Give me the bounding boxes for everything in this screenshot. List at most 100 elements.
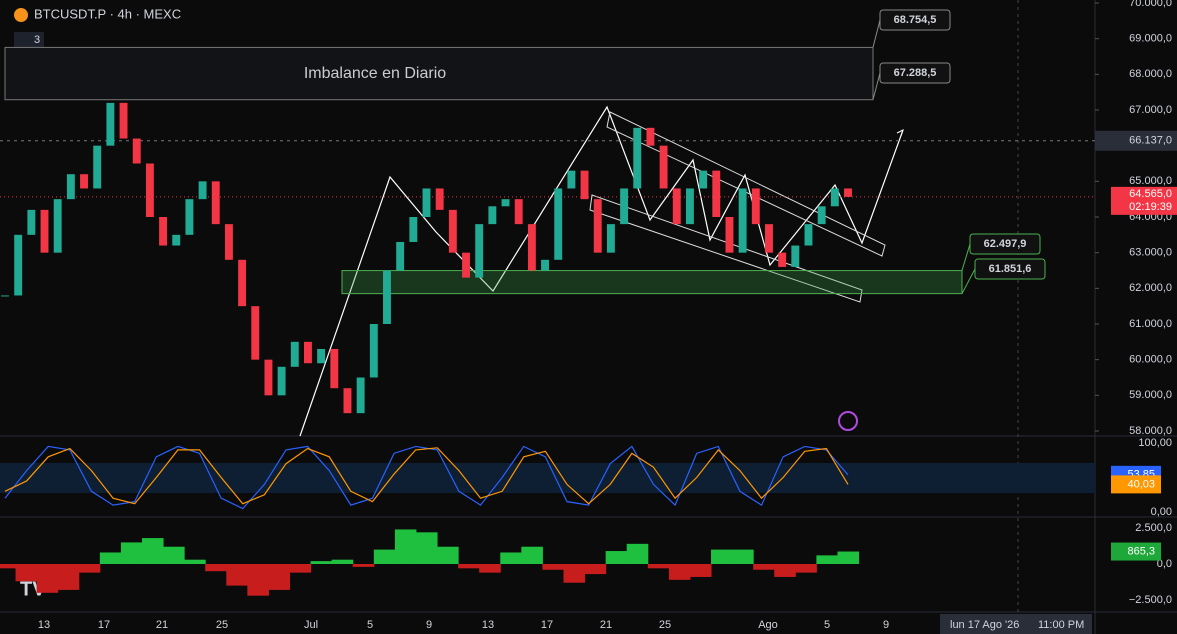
momentum-bar bbox=[605, 551, 628, 564]
layers-button[interactable] bbox=[14, 32, 44, 48]
candle bbox=[343, 388, 352, 414]
candle bbox=[40, 209, 49, 253]
momentum-bar bbox=[247, 564, 269, 596]
stoch-tag bbox=[1111, 475, 1161, 494]
momentum-bar bbox=[205, 564, 227, 572]
alert-icon[interactable] bbox=[838, 411, 858, 431]
momentum-bar bbox=[816, 555, 838, 564]
y-tick-label: 68.000,0 bbox=[1129, 68, 1172, 80]
momentum-bar bbox=[689, 564, 712, 577]
x-tick-label: 21 bbox=[600, 619, 612, 631]
channel-lower bbox=[589, 194, 863, 303]
momentum-bar bbox=[753, 564, 775, 570]
candle bbox=[633, 127, 642, 189]
momentum-bar bbox=[141, 538, 164, 564]
candle bbox=[14, 234, 23, 296]
crosshair-tag bbox=[1095, 130, 1177, 151]
x-tick-label: 13 bbox=[482, 619, 494, 631]
momentum-bar bbox=[711, 549, 733, 564]
candle bbox=[659, 145, 668, 189]
candle bbox=[369, 324, 378, 378]
momentum-bar bbox=[837, 551, 860, 564]
candle bbox=[580, 170, 589, 200]
candle bbox=[145, 163, 154, 217]
candle bbox=[383, 270, 391, 324]
candle bbox=[514, 199, 523, 225]
candle bbox=[80, 174, 88, 189]
stoch-tick-label: 100,00 bbox=[1138, 437, 1172, 449]
momentum-bar bbox=[352, 564, 375, 567]
symbol: BTCUSDT.P · 4h · MEXC bbox=[34, 6, 181, 21]
level-tag bbox=[879, 9, 951, 31]
level-tag bbox=[974, 258, 1046, 280]
momentum-bar bbox=[310, 561, 333, 564]
candle bbox=[699, 170, 708, 189]
candle bbox=[712, 170, 721, 217]
candle bbox=[541, 259, 549, 271]
momentum-bar bbox=[331, 559, 354, 564]
candle bbox=[527, 224, 536, 271]
candle bbox=[290, 341, 299, 367]
momentum-bar bbox=[521, 546, 543, 564]
momentum-bar bbox=[437, 546, 459, 564]
level-tag bbox=[969, 233, 1041, 255]
momentum-bar bbox=[268, 564, 291, 590]
x-tick-label: 17 bbox=[541, 619, 553, 631]
x-tick-label: Jul bbox=[304, 619, 318, 631]
level-tag bbox=[879, 62, 951, 84]
candle bbox=[159, 217, 168, 246]
candle bbox=[817, 206, 826, 225]
candle bbox=[620, 188, 629, 225]
candle bbox=[198, 181, 207, 200]
momentum-bar bbox=[394, 529, 417, 564]
momentum-tag bbox=[1111, 542, 1161, 561]
x-tick-label: 21 bbox=[156, 619, 168, 631]
level-leader bbox=[961, 243, 971, 271]
level-leader bbox=[872, 19, 881, 48]
candle bbox=[93, 145, 102, 189]
momentum-bar bbox=[0, 564, 17, 569]
candle bbox=[317, 348, 326, 364]
crosshair-label: 66.137,0 bbox=[1129, 135, 1172, 147]
candle bbox=[738, 188, 747, 253]
candle bbox=[844, 188, 852, 197]
momentum-bar bbox=[542, 564, 564, 570]
level-label: 67.288,5 bbox=[894, 67, 937, 79]
x-tick-label: 9 bbox=[883, 619, 889, 631]
time-tag bbox=[940, 614, 1092, 634]
candle bbox=[593, 199, 602, 253]
momentum-bar bbox=[479, 564, 501, 573]
candle bbox=[211, 181, 220, 225]
header: BTCUSDT.P · 4h · MEXC 3 bbox=[14, 6, 181, 48]
zigzag bbox=[299, 105, 904, 437]
x-tick-label: 5 bbox=[824, 619, 830, 631]
y-tick-label: 59.000,0 bbox=[1129, 389, 1172, 401]
candle bbox=[132, 138, 141, 164]
candle bbox=[66, 174, 75, 200]
candle bbox=[830, 188, 839, 207]
momentum-bar bbox=[99, 552, 122, 564]
candle bbox=[501, 199, 510, 207]
candle bbox=[330, 348, 339, 389]
candle bbox=[567, 170, 576, 189]
candle bbox=[409, 217, 418, 242]
candle bbox=[475, 224, 484, 278]
candle bbox=[53, 199, 62, 253]
current-tag bbox=[1111, 186, 1177, 215]
candle bbox=[264, 359, 273, 396]
candle bbox=[646, 127, 655, 146]
coin-icon bbox=[14, 8, 28, 22]
y-tick-label: 60.000,0 bbox=[1129, 354, 1172, 366]
candle bbox=[172, 234, 181, 246]
y-tick-label: 63.000,0 bbox=[1129, 247, 1172, 259]
candle bbox=[448, 209, 457, 253]
candle bbox=[119, 102, 128, 139]
candle bbox=[422, 188, 431, 217]
x-tick-label: 9 bbox=[426, 619, 432, 631]
crosshair-clock: 11:00 PM bbox=[1038, 619, 1084, 631]
momentum-bar bbox=[57, 564, 80, 590]
candle bbox=[765, 224, 773, 253]
candle bbox=[804, 224, 813, 246]
momentum-bar bbox=[732, 549, 754, 564]
